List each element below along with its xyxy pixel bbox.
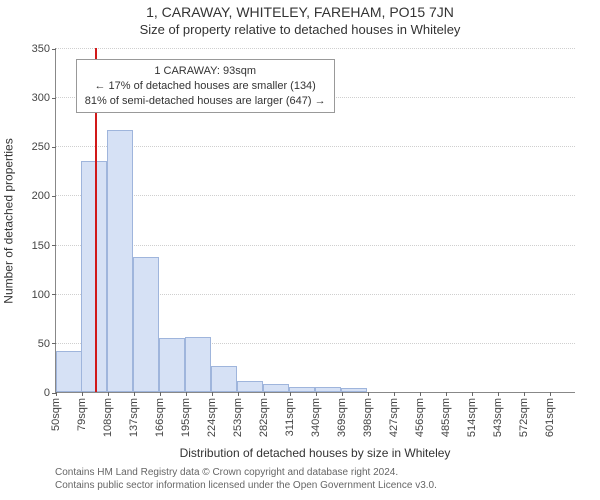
xtick-label: 456sqm — [414, 398, 426, 437]
xtick-label: 398sqm — [362, 398, 374, 437]
xtick-mark — [108, 392, 109, 396]
callout-line: 81% of semi-detached houses are larger (… — [85, 94, 326, 109]
xtick-label: 108sqm — [102, 398, 114, 437]
ytick-mark — [52, 343, 56, 344]
xtick-mark — [134, 392, 135, 396]
callout-line: 1 CARAWAY: 93sqm — [85, 64, 326, 79]
xtick-mark — [420, 392, 421, 396]
histogram-bar — [107, 130, 133, 392]
xtick-label: 137sqm — [128, 398, 140, 437]
xtick-mark — [524, 392, 525, 396]
xtick-mark — [264, 392, 265, 396]
xtick-label: 166sqm — [154, 398, 166, 437]
ytick-label: 350 — [32, 43, 50, 55]
property-callout: 1 CARAWAY: 93sqm← 17% of detached houses… — [76, 59, 335, 114]
xtick-mark — [342, 392, 343, 396]
ytick-mark — [52, 294, 56, 295]
xtick-label: 369sqm — [336, 398, 348, 437]
histogram-bar — [315, 387, 341, 392]
gridline — [56, 48, 575, 49]
histogram-bar — [211, 366, 237, 392]
xtick-mark — [316, 392, 317, 396]
xtick-label: 340sqm — [310, 398, 322, 437]
ytick-label: 250 — [32, 141, 50, 153]
histogram-bar — [185, 337, 211, 392]
chart-title-address: 1, CARAWAY, WHITELEY, FAREHAM, PO15 7JN — [0, 4, 600, 20]
ytick-mark — [52, 49, 56, 50]
y-axis-label: Number of detached properties — [2, 48, 16, 393]
histogram-bar — [237, 381, 263, 392]
xtick-label: 253sqm — [232, 398, 244, 437]
xtick-label: 485sqm — [440, 398, 452, 437]
xtick-mark — [498, 392, 499, 396]
xtick-mark — [290, 392, 291, 396]
xtick-label: 50sqm — [50, 398, 62, 431]
xtick-label: 427sqm — [388, 398, 400, 437]
x-axis-label: Distribution of detached houses by size … — [55, 446, 575, 460]
xtick-mark — [446, 392, 447, 396]
xtick-label: 514sqm — [466, 398, 478, 437]
ytick-label: 100 — [32, 289, 50, 301]
histogram-bar — [133, 257, 159, 392]
histogram-bar — [56, 351, 82, 392]
ytick-label: 150 — [32, 240, 50, 252]
gridline — [56, 195, 575, 196]
ytick-mark — [52, 98, 56, 99]
property-size-histogram: 1, CARAWAY, WHITELEY, FAREHAM, PO15 7JN … — [0, 0, 600, 500]
xtick-mark — [550, 392, 551, 396]
gridline — [56, 245, 575, 246]
chart-title-subtitle: Size of property relative to detached ho… — [0, 22, 600, 37]
xtick-label: 572sqm — [518, 398, 530, 437]
gridline — [56, 146, 575, 147]
xtick-label: 282sqm — [258, 398, 270, 437]
xtick-mark — [238, 392, 239, 396]
xtick-mark — [472, 392, 473, 396]
xtick-mark — [56, 392, 57, 396]
xtick-mark — [212, 392, 213, 396]
ytick-mark — [52, 147, 56, 148]
credits-line-2: Contains public sector information licen… — [55, 479, 575, 492]
histogram-bar — [159, 338, 185, 392]
ytick-mark — [52, 245, 56, 246]
ytick-label: 200 — [32, 190, 50, 202]
xtick-label: 195sqm — [180, 398, 192, 437]
histogram-bar — [289, 387, 315, 392]
xtick-mark — [368, 392, 369, 396]
xtick-mark — [82, 392, 83, 396]
ytick-mark — [52, 196, 56, 197]
xtick-mark — [186, 392, 187, 396]
ytick-label: 50 — [38, 338, 50, 350]
credits-line-1: Contains HM Land Registry data © Crown c… — [55, 466, 575, 479]
xtick-label: 601sqm — [544, 398, 556, 437]
xtick-label: 311sqm — [284, 398, 296, 436]
xtick-label: 224sqm — [206, 398, 218, 437]
callout-line: ← 17% of detached houses are smaller (13… — [85, 79, 326, 94]
chart-credits: Contains HM Land Registry data © Crown c… — [55, 466, 575, 492]
xtick-mark — [160, 392, 161, 396]
plot-area: 05010015020025030035050sqm79sqm108sqm137… — [55, 48, 575, 393]
xtick-label: 79sqm — [76, 398, 88, 431]
histogram-bar — [263, 384, 289, 392]
histogram-bar — [341, 388, 367, 392]
xtick-label: 543sqm — [492, 398, 504, 437]
ytick-label: 300 — [32, 92, 50, 104]
xtick-mark — [394, 392, 395, 396]
